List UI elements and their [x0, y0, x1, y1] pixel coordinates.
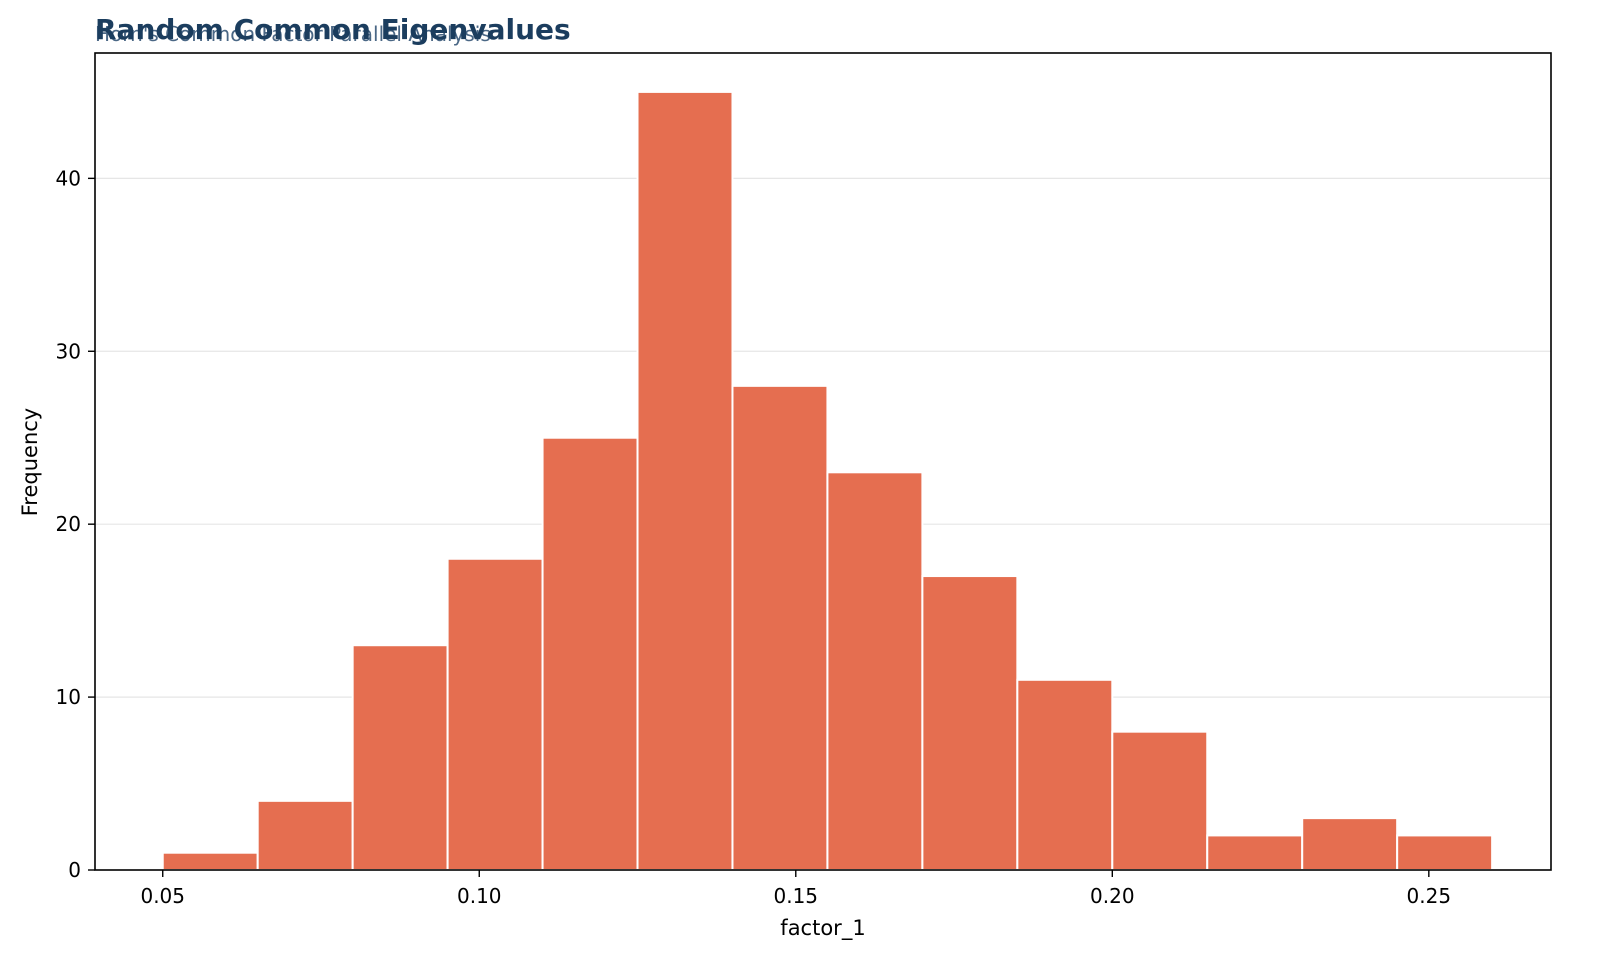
histogram-bar: [541, 436, 639, 871]
histogram-bar: [351, 644, 449, 871]
histogram-bar: [256, 799, 354, 872]
y-tick-label: 20: [56, 512, 81, 536]
histogram-bar: [1111, 730, 1209, 871]
chart-title: Random Common Eigenvalues: [95, 13, 571, 46]
x-tick-label: 0.20: [1090, 884, 1135, 908]
histogram-bar: [826, 471, 924, 871]
y-axis-label: Frequency: [18, 408, 42, 517]
x-tick-label: 0.25: [1407, 884, 1452, 908]
plot-frame: [94, 52, 1552, 871]
x-tick-label: 0.05: [140, 884, 185, 908]
y-axis-ticks: 0 10 20 30 40: [56, 166, 95, 882]
histogram-bar: [921, 575, 1019, 871]
histogram-bar: [1396, 834, 1494, 871]
chart-subtitle: Horn's Common Factor Parallel Analysis: [95, 22, 491, 46]
histogram-bar: [636, 90, 734, 871]
histogram-bar: [731, 384, 829, 871]
y-tick-label: 10: [56, 685, 81, 709]
histogram-bar: [446, 557, 544, 871]
x-tick-label: 0.15: [774, 884, 819, 908]
histogram-bar: [1301, 817, 1399, 872]
x-tick-label: 0.10: [457, 884, 502, 908]
x-axis-ticks: 0.05 0.10 0.15 0.20 0.25: [140, 870, 1451, 908]
y-tick-label: 30: [56, 339, 81, 363]
histogram-bar: [161, 851, 259, 871]
x-axis-label: factor_1: [780, 916, 865, 941]
histogram-bar: [1016, 678, 1114, 872]
y-tick-label: 0: [68, 858, 81, 882]
histogram-bar: [1206, 834, 1304, 871]
y-tick-label: 40: [56, 166, 81, 190]
